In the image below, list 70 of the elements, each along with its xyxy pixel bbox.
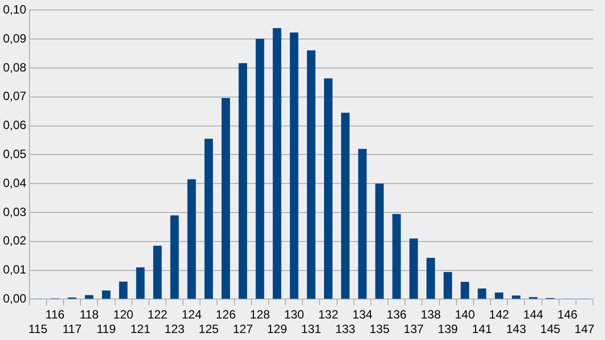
x-tick-label: 135 (369, 322, 390, 336)
x-tick-label: 130 (284, 308, 304, 322)
bar (392, 214, 401, 299)
bar (460, 282, 470, 299)
x-tick-label: 138 (420, 308, 442, 322)
bar (290, 32, 298, 299)
x-tick-label: 116 (45, 308, 65, 322)
x-tick-label: 126 (216, 308, 236, 322)
bar (170, 215, 179, 299)
x-tick-label: 133 (335, 322, 356, 336)
x-tick-label: 119 (96, 322, 116, 336)
bar (272, 28, 282, 299)
bar (341, 112, 350, 299)
bar (324, 78, 332, 299)
bar (119, 282, 128, 299)
x-tick-label: 137 (404, 322, 424, 336)
y-tick-label: 0,02 (2, 234, 27, 248)
bar (358, 148, 367, 299)
bar (375, 184, 384, 299)
x-tick-label: 141 (472, 322, 492, 336)
y-tick-label: 0,03 (2, 204, 27, 219)
y-tick-label: 0,05 (2, 147, 27, 162)
y-tick-label: 0,08 (2, 60, 27, 74)
bar (84, 295, 94, 299)
x-tick-label: 143 (506, 322, 526, 336)
x-tick-label: 124 (182, 308, 202, 322)
x-tick-label: 136 (386, 308, 407, 322)
bar (153, 246, 162, 299)
x-tick-label: 140 (454, 308, 476, 322)
x-tick-label: 118 (80, 308, 100, 322)
bar (426, 258, 435, 299)
x-tick-label: 129 (267, 322, 288, 336)
bar (222, 98, 230, 299)
bar (238, 63, 248, 299)
x-tick-label: 121 (130, 322, 151, 336)
x-tick-label: 144 (523, 308, 544, 322)
x-tick-label: 132 (318, 308, 339, 322)
bar (478, 288, 486, 299)
x-tick-label: 115 (28, 322, 48, 336)
bar (187, 179, 196, 299)
bar (306, 50, 316, 299)
y-tick-label: 0,07 (2, 89, 27, 104)
y-tick-label: 0,10 (2, 2, 27, 17)
y-tick-label: 0,09 (2, 31, 27, 46)
x-tick-label: 145 (540, 322, 561, 336)
x-tick-label: 122 (147, 308, 168, 322)
x-tick-label: 127 (232, 322, 254, 336)
y-tick-label: 0,00 (2, 292, 27, 306)
x-tick-label: 123 (164, 322, 185, 336)
y-tick-label: 0,06 (2, 118, 27, 132)
x-tick-label: 117 (62, 322, 82, 336)
bar (512, 295, 520, 299)
x-tick-label: 134 (352, 308, 373, 322)
x-tick-label: 142 (489, 308, 510, 322)
bar (444, 272, 452, 299)
x-tick-label: 139 (438, 322, 458, 336)
x-tick-label: 128 (250, 308, 270, 322)
x-tick-label: 147 (574, 322, 595, 336)
bar (204, 138, 213, 299)
bar (136, 267, 145, 299)
x-tick-label: 120 (113, 308, 134, 322)
bar (494, 292, 504, 299)
x-tick-label: 146 (557, 308, 578, 322)
y-tick-label: 0,01 (2, 262, 27, 277)
y-tick-label: 0,04 (2, 176, 27, 190)
x-tick-label: 125 (198, 322, 220, 336)
bar (409, 238, 418, 299)
bar (102, 290, 110, 299)
x-tick-label: 131 (301, 322, 322, 336)
bar (256, 38, 264, 299)
